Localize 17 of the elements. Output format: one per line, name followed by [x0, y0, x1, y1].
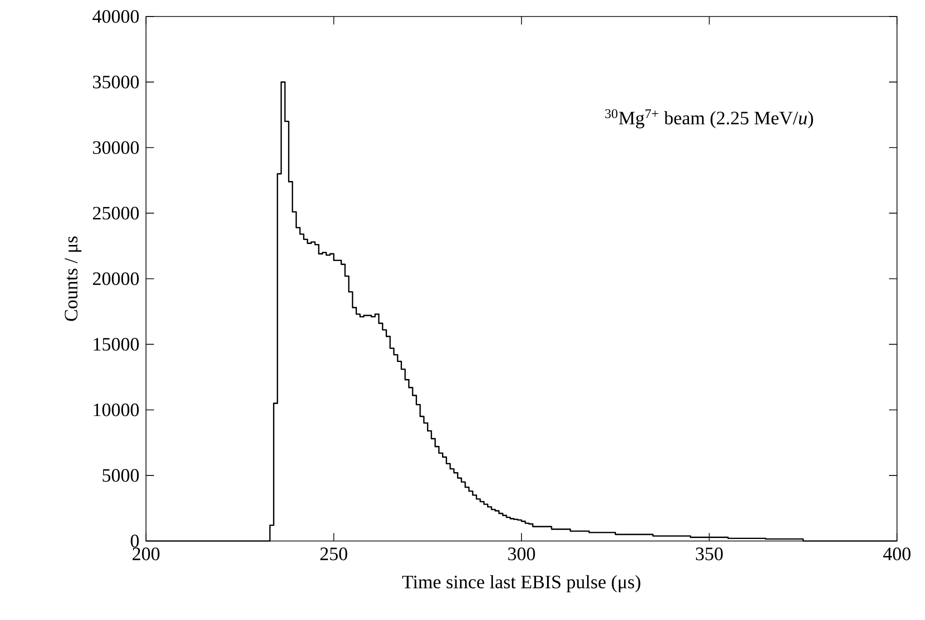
y-tick-label: 30000 [93, 141, 139, 154]
y-tick-label: 0 [130, 534, 139, 548]
x-tick-label: 350 [696, 548, 723, 560]
y-tick-label: 25000 [93, 206, 139, 220]
x-tick-label: 300 [508, 548, 535, 560]
annotation: $^{30}$Mg$^{7+}$ beam (2.25 MeV/u) [605, 109, 814, 128]
x-tick-label: 400 [883, 548, 910, 560]
y-axis-title: Counts / μs [64, 236, 82, 321]
x-axis-title: Time since last EBIS pulse (μs) [402, 575, 640, 592]
y-tick-label: 20000 [93, 272, 139, 286]
y-tick-label: 5000 [102, 469, 139, 482]
y-tick-label: 35000 [93, 76, 139, 88]
y-tick-label: 15000 [94, 338, 139, 351]
x-tick-label: 200 [132, 548, 160, 560]
y-tick-label: 10000 [94, 403, 139, 416]
y-tick-label: 40000 [92, 10, 139, 23]
x-tick-label: 250 [320, 548, 348, 560]
